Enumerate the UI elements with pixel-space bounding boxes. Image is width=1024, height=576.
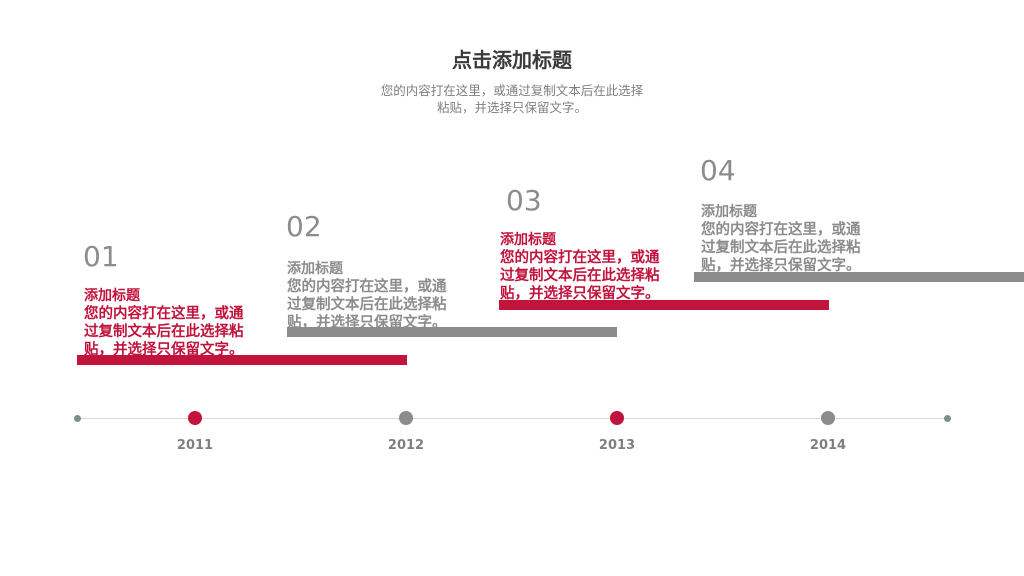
title: 点击添加标题: [452, 48, 572, 72]
item-bar: [287, 327, 617, 337]
subtitle: 您的内容打在这里，或通过复制文本后在此选择 粘贴，并选择只保留文字。: [374, 82, 650, 116]
item-text: 您的内容打在这里，或通过复制文本后在此选择粘贴，并选择只保留文字。: [287, 279, 447, 331]
item-heading: 添加标题: [287, 261, 343, 277]
item-text: 您的内容打在这里，或通过复制文本后在此选择粘贴，并选择只保留文字。: [701, 222, 861, 274]
year-label: 2011: [176, 438, 214, 453]
item-text: 您的内容打在这里，或通过复制文本后在此选择粘贴，并选择只保留文字。: [84, 306, 244, 358]
item-bar: [694, 272, 1024, 282]
item-number: 03: [506, 184, 542, 217]
item-number: 04: [700, 154, 736, 187]
timeline-dot: [821, 411, 835, 425]
timeline-line: [77, 418, 947, 419]
year-label: 2014: [809, 438, 847, 453]
timeline-dot: [399, 411, 413, 425]
subtitle-line: 您的内容打在这里，或通过复制文本后在此选择: [380, 83, 644, 98]
year-label: 2013: [598, 438, 636, 453]
item-heading: 添加标题: [701, 204, 757, 220]
timeline-end: [944, 415, 951, 422]
item-bar: [499, 300, 829, 310]
item-bar: [77, 355, 407, 365]
item-number: 02: [286, 210, 322, 243]
item-heading: 添加标题: [84, 288, 140, 304]
timeline-dot: [610, 411, 624, 425]
item-number: 01: [83, 240, 119, 273]
item-text: 您的内容打在这里，或通过复制文本后在此选择粘贴，并选择只保留文字。: [500, 250, 660, 302]
subtitle-line: 粘贴，并选择只保留文字。: [436, 100, 587, 115]
item-heading: 添加标题: [500, 232, 556, 248]
timeline-dot: [188, 411, 202, 425]
year-label: 2012: [387, 438, 425, 453]
timeline-end: [74, 415, 81, 422]
